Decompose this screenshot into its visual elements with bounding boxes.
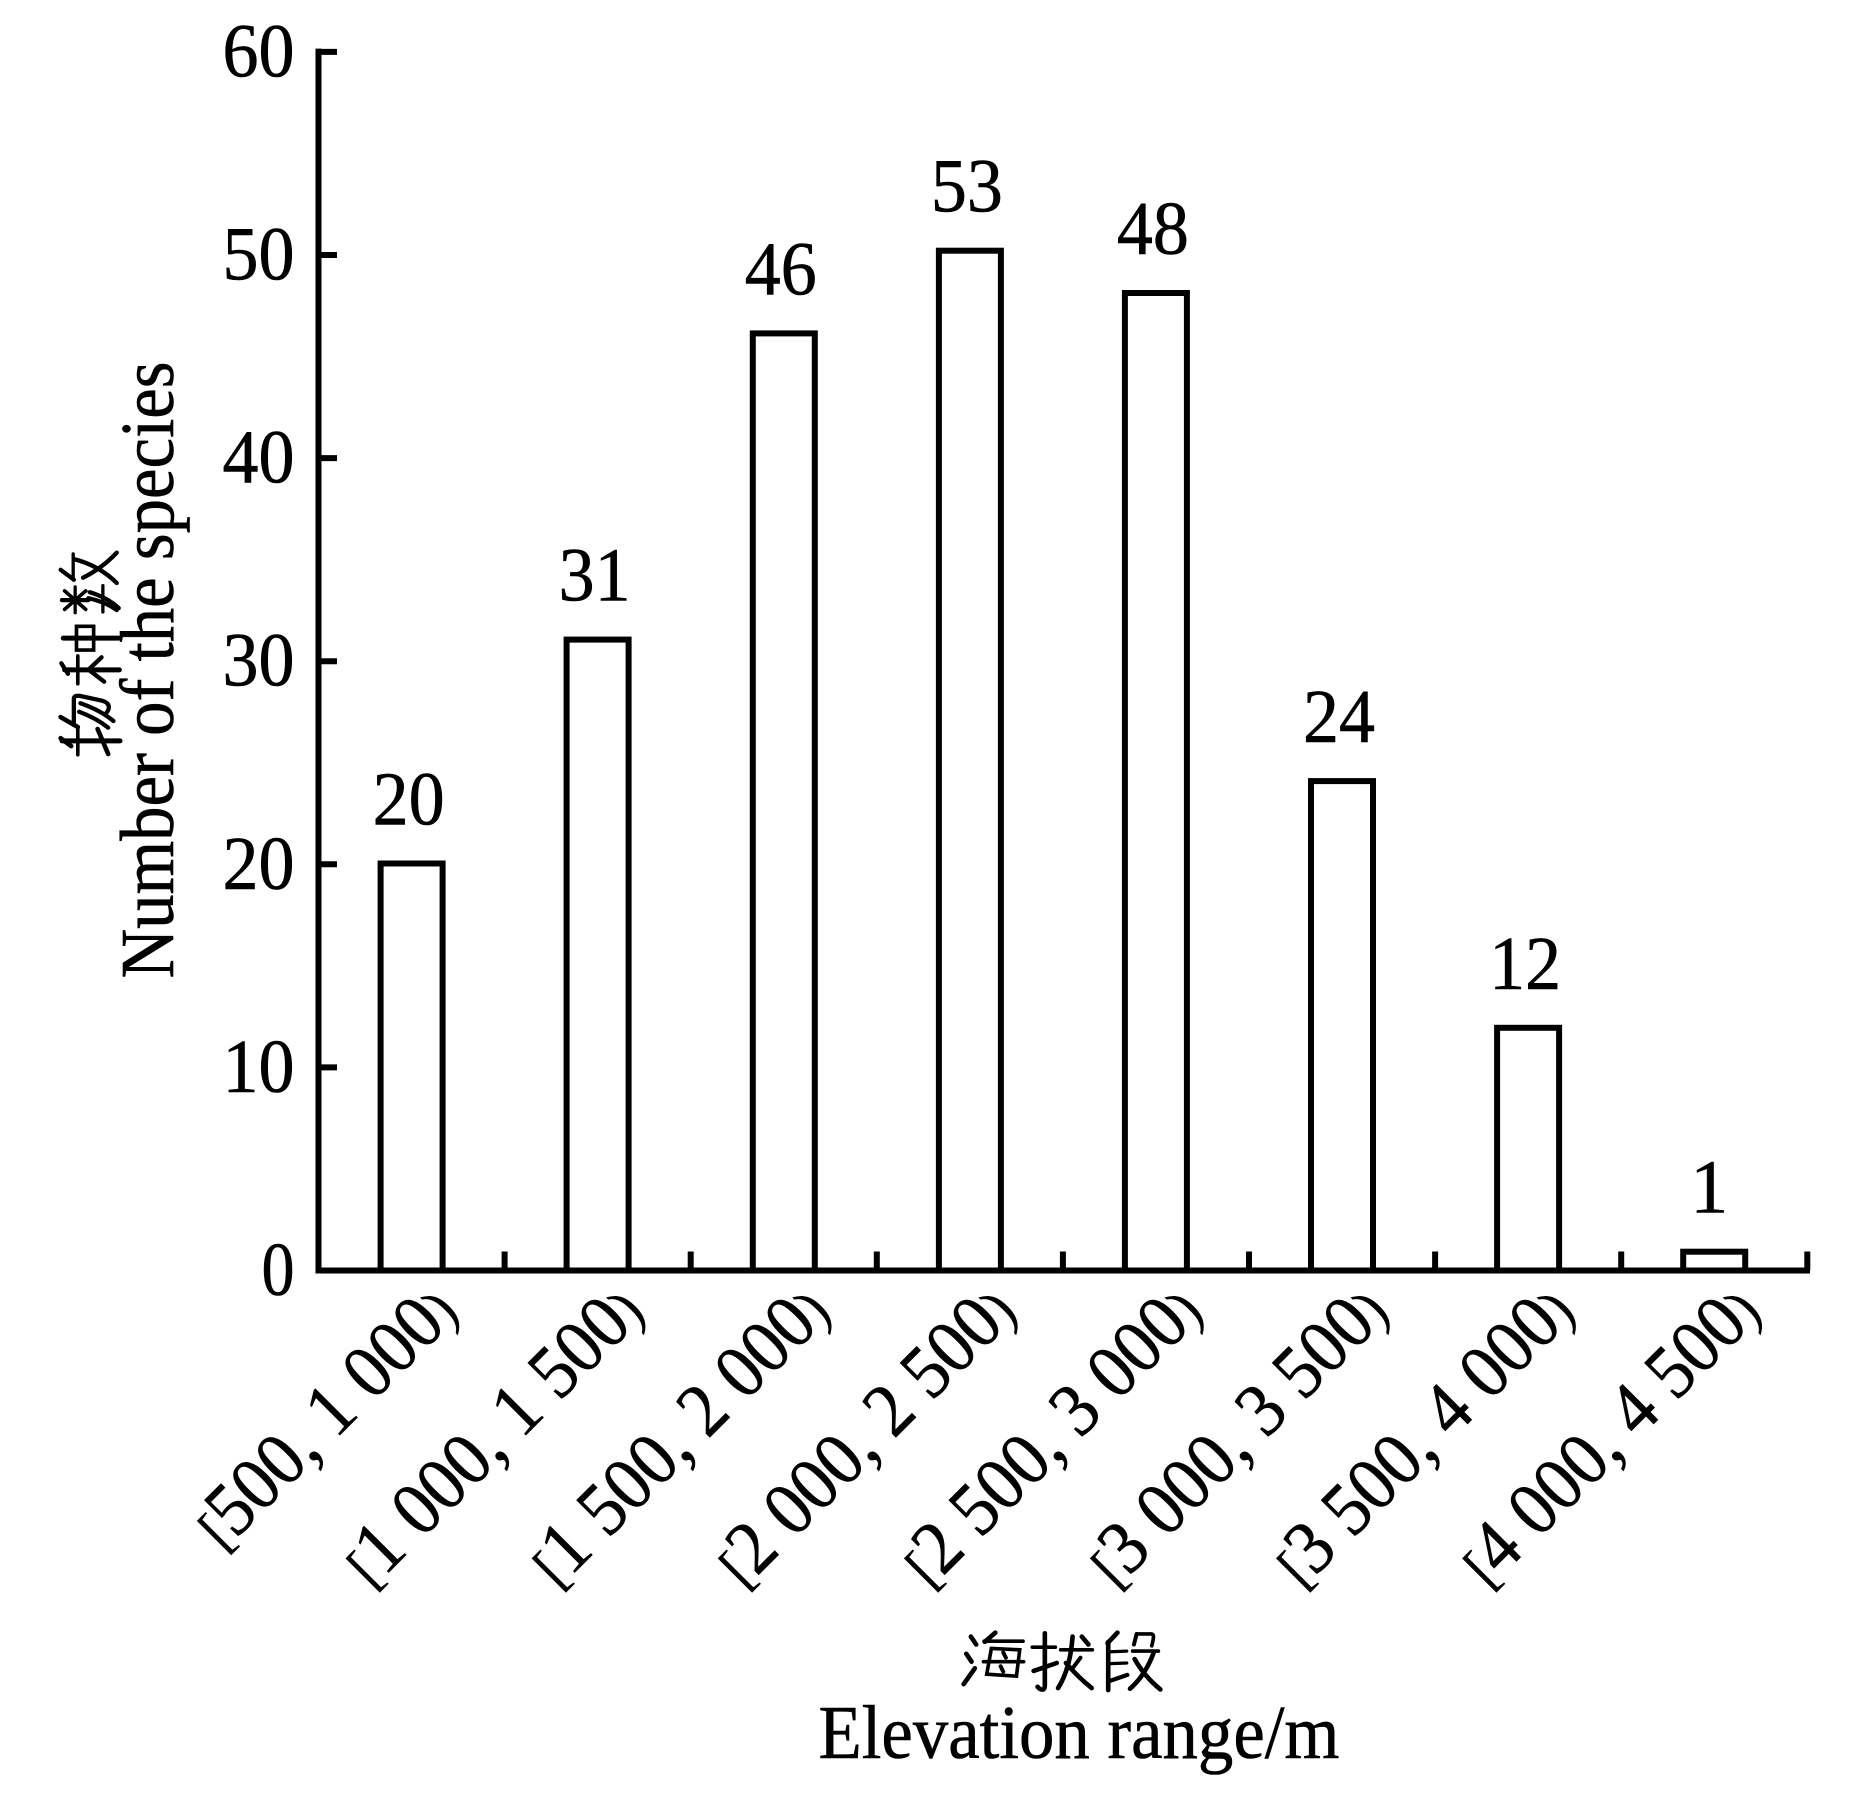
svg-text:20: 20: [373, 758, 445, 842]
svg-text:10: 10: [223, 1025, 295, 1109]
svg-text:Elevation range/m: Elevation range/m: [819, 1691, 1340, 1775]
svg-text:31: 31: [559, 534, 631, 618]
svg-text:0: 0: [262, 1228, 295, 1312]
svg-text:20: 20: [223, 822, 295, 906]
svg-text:60: 60: [223, 9, 295, 93]
svg-text:12: 12: [1489, 922, 1561, 1006]
svg-text:24: 24: [1303, 675, 1375, 759]
svg-text:40: 40: [223, 416, 295, 500]
svg-text:1: 1: [1690, 1146, 1728, 1230]
svg-text:30: 30: [223, 619, 295, 703]
svg-text:Number of the species: Number of the species: [106, 362, 190, 979]
svg-text:46: 46: [745, 227, 817, 311]
svg-text:48: 48: [1117, 187, 1189, 271]
svg-text:53: 53: [931, 145, 1003, 229]
svg-text:50: 50: [223, 213, 295, 297]
